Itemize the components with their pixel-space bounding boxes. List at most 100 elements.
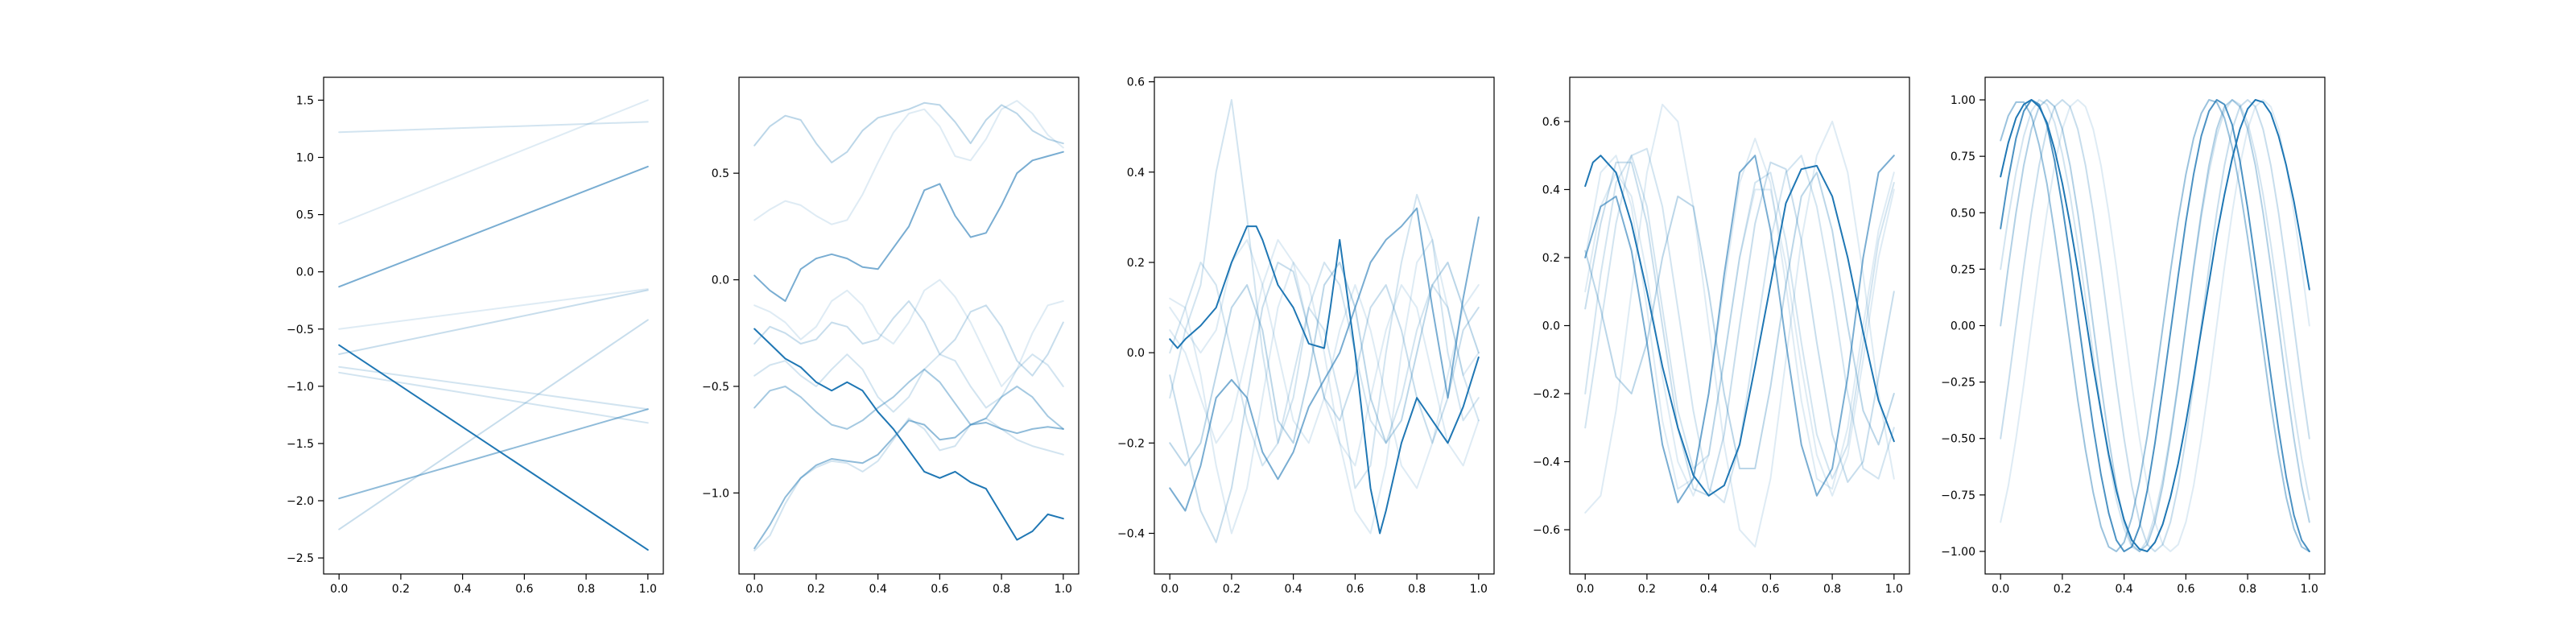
series-line-6 bbox=[753, 353, 1064, 413]
x-tick-label: 0.2 bbox=[2054, 583, 2071, 596]
series-line-4 bbox=[338, 288, 649, 330]
y-tick-label: −0.50 bbox=[1941, 433, 1975, 446]
y-tick-label: 0.6 bbox=[1127, 76, 1145, 89]
series-line-7 bbox=[2000, 99, 2310, 552]
series-line-7 bbox=[338, 371, 649, 424]
x-tick-label: 0.0 bbox=[1992, 583, 2009, 596]
series-line-6 bbox=[1584, 155, 1895, 480]
y-tick-label: −0.5 bbox=[702, 381, 729, 394]
y-tick-label: −0.6 bbox=[1533, 524, 1560, 537]
y-tick-label: −1.00 bbox=[1941, 546, 1975, 559]
series-line-1 bbox=[1584, 103, 1895, 548]
series-line-7 bbox=[753, 368, 1064, 430]
series-line-1 bbox=[338, 121, 649, 134]
y-tick-label: 0.0 bbox=[296, 266, 314, 279]
y-tick-label: 1.00 bbox=[1951, 94, 1975, 107]
y-tick-label: 0.5 bbox=[712, 167, 729, 180]
x-tick-label: 1.0 bbox=[1055, 583, 1072, 596]
series-line-4 bbox=[1169, 262, 1480, 467]
series-line-7 bbox=[1169, 238, 1480, 489]
x-tick-label: 0.6 bbox=[1761, 583, 1779, 596]
series-line-8 bbox=[1584, 155, 1895, 504]
x-tick-label: 0.8 bbox=[2239, 583, 2256, 596]
y-tick-label: −1.0 bbox=[702, 487, 729, 500]
series-line-3 bbox=[1584, 161, 1895, 497]
x-tick-label: 0.4 bbox=[1700, 583, 1718, 596]
series-line-5 bbox=[753, 300, 1064, 377]
x-tick-label: 0.4 bbox=[2116, 583, 2133, 596]
series-line-1 bbox=[2000, 99, 2310, 552]
y-tick-label: 0.5 bbox=[296, 209, 314, 222]
y-tick-label: −1.0 bbox=[287, 381, 314, 394]
y-tick-label: 0.2 bbox=[1542, 252, 1560, 265]
y-tick-label: 0.4 bbox=[1127, 167, 1145, 180]
subplot-3: 0.0 0.2 0.4 0.6 0.8 1.0 −0.4 −0.2 0.0 0.2 0.4 0.6 bbox=[1117, 76, 1495, 596]
x-tick-label: 0.8 bbox=[1823, 583, 1841, 596]
y-tick-label: −0.2 bbox=[1533, 388, 1560, 401]
series-line-6 bbox=[1169, 262, 1480, 467]
y-tick-label: 0.6 bbox=[1542, 116, 1560, 129]
series-line-5 bbox=[338, 289, 649, 355]
y-tick-label: −2.5 bbox=[287, 552, 314, 565]
y-tick-label: 0.0 bbox=[712, 275, 729, 287]
series-line-2 bbox=[338, 99, 649, 225]
x-tick-label: 1.0 bbox=[1885, 583, 1903, 596]
y-tick-label: 0.0 bbox=[1127, 347, 1145, 360]
x-tick-label: 0.0 bbox=[745, 583, 763, 596]
y-tick-label: −0.75 bbox=[1941, 489, 1975, 502]
plot-area bbox=[739, 77, 1079, 574]
x-tick-label: 0.6 bbox=[931, 583, 948, 596]
series-line-5 bbox=[1169, 238, 1480, 467]
y-tick-label: −1.5 bbox=[287, 438, 314, 451]
series-line-4 bbox=[1584, 138, 1895, 490]
y-tick-label: −0.5 bbox=[287, 324, 314, 336]
y-tick-label: 0.25 bbox=[1951, 263, 1975, 276]
axes-frame bbox=[1154, 76, 1495, 575]
series-line-2 bbox=[753, 100, 1064, 225]
series-line-10 bbox=[338, 344, 649, 551]
y-tick-label: 0.0 bbox=[1542, 320, 1560, 333]
plot-area bbox=[324, 77, 663, 574]
x-tick-label: 0.8 bbox=[577, 583, 595, 596]
y-tick-label: −0.25 bbox=[1941, 377, 1975, 390]
subplot-4: 0.0 0.2 0.4 0.6 0.8 1.0 −0.6 −0.4 −0.2 0.0 0.2 0.4 0… bbox=[1533, 76, 1910, 596]
x-tick-label: 0.6 bbox=[515, 583, 533, 596]
series-line-3 bbox=[1169, 262, 1480, 543]
x-tick-label: 0.0 bbox=[330, 583, 348, 596]
plot-area bbox=[1985, 77, 2325, 574]
x-tick-label: 0.2 bbox=[1638, 583, 1656, 596]
x-tick-label: 0.0 bbox=[1576, 583, 1594, 596]
series-line-9 bbox=[338, 408, 649, 500]
y-tick-label: −0.4 bbox=[1117, 528, 1145, 541]
x-tick-label: 0.6 bbox=[2177, 583, 2194, 596]
series-line-3 bbox=[2000, 99, 2310, 552]
plot-area bbox=[1570, 77, 1909, 574]
series-line-3 bbox=[753, 151, 1064, 302]
x-tick-label: 1.0 bbox=[2301, 583, 2318, 596]
series-line-10 bbox=[753, 328, 1064, 541]
x-tick-label: 0.4 bbox=[869, 583, 887, 596]
series-line-6 bbox=[338, 365, 649, 411]
y-tick-label: 0.00 bbox=[1951, 320, 1975, 333]
x-tick-label: 0.2 bbox=[1223, 583, 1241, 596]
y-tick-label: 0.2 bbox=[1127, 257, 1145, 270]
subplot-2: 0.0 0.2 0.4 0.6 0.8 1.0 −1.0 −0.5 0.0 0.5 bbox=[702, 76, 1080, 596]
series-line-2 bbox=[1169, 238, 1480, 535]
x-tick-label: 0.8 bbox=[1408, 583, 1426, 596]
series-line-7 bbox=[1584, 171, 1895, 497]
series-line-9 bbox=[1584, 155, 1895, 497]
x-tick-label: 1.0 bbox=[639, 583, 657, 596]
series-line-9 bbox=[753, 419, 1064, 550]
series-line-8 bbox=[338, 319, 649, 530]
series-line-8 bbox=[1169, 207, 1480, 512]
series-line-3 bbox=[338, 165, 649, 288]
x-tick-label: 0.2 bbox=[392, 583, 410, 596]
plot-area bbox=[1154, 77, 1494, 574]
x-tick-label: 0.2 bbox=[807, 583, 825, 596]
series-line-4 bbox=[2000, 99, 2310, 552]
series-line-4 bbox=[753, 279, 1064, 387]
subplot-5: 0.0 0.2 0.4 0.6 0.8 1.0 −1.00 −0.75 −0.50 −0.25 0.… bbox=[1941, 76, 2326, 596]
series-line-5 bbox=[1584, 171, 1895, 469]
subplot-1: 0.0 0.2 0.4 0.6 0.8 1.0 −2.5 −2.0 −1.5 −1.0 −0.5 0.… bbox=[287, 76, 664, 596]
